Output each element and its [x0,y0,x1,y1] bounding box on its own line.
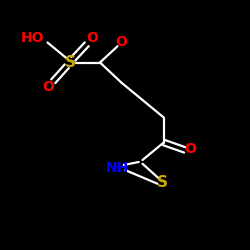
Text: NH: NH [106,160,129,174]
Text: O: O [42,80,54,94]
Text: O: O [86,31,98,45]
Text: HO: HO [21,30,44,44]
Text: O: O [115,36,127,50]
Text: S: S [64,55,76,70]
Text: S: S [157,175,168,190]
Text: O: O [184,142,196,156]
